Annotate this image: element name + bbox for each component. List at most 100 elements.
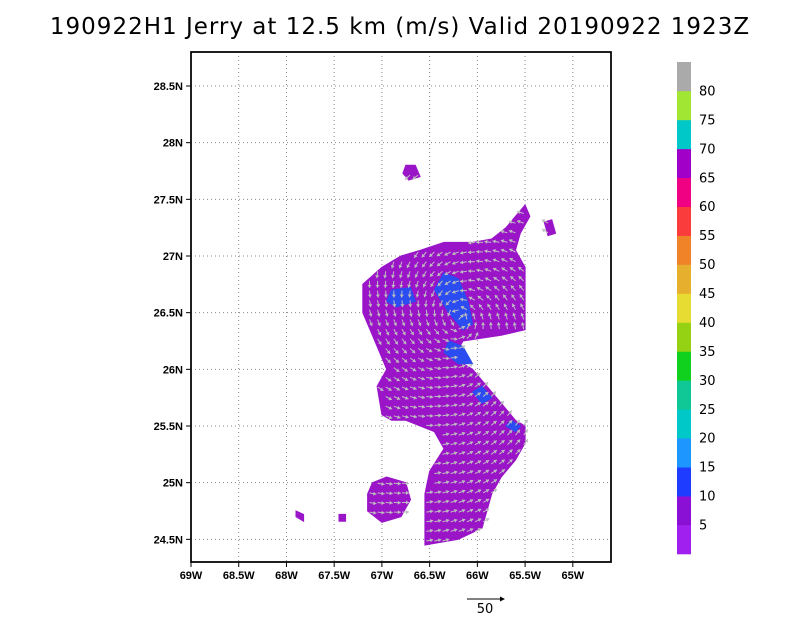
wind-arrow-head [485,421,489,425]
wind-arrow-head [392,313,397,317]
wind-arrow-head [484,239,488,244]
colorbar-segment [677,496,691,526]
wind-arrow-head [453,441,458,446]
wind-arrow-head [459,269,464,274]
wind-arrow-head [430,413,434,418]
wind-arrow-head [471,312,476,317]
wind-arrow-head [501,267,505,271]
wind-arrow-head [389,481,393,486]
wind-arrow-head [388,396,392,401]
wind-arrow-head [469,412,474,416]
wind-arrow-head [484,382,489,386]
wind-arrow-head [391,274,395,279]
colorbar-label: 40 [699,316,716,331]
wind-arrow-head [434,322,438,326]
wind-arrow-head [509,449,513,453]
reference-arrow-head [500,596,505,602]
wind-arrow-head [516,419,520,424]
wind-arrow-head [367,284,372,288]
wind-arrow-head [493,450,497,454]
colorbar-label: 20 [699,432,716,447]
wind-arrow-head [376,303,381,308]
wind-arrow-head [446,451,450,456]
wind-arrow-head [416,304,421,308]
wind-arrow-head [377,331,382,336]
colorbar-label: 65 [699,171,716,186]
wind-arrow-head [453,528,458,533]
wind-arrow-head [486,295,490,299]
wind-arrow-head [381,482,385,486]
wind-arrow-head [397,491,401,496]
x-tick-label: 68W [275,570,298,582]
wind-arrow-head [398,264,403,269]
wind-arrow-head [389,510,393,515]
wind-arrow-head [454,337,458,341]
colorbar-segment [677,438,691,468]
wind-arrow-head [384,313,389,317]
wind-arrow-head [392,303,397,308]
wind-arrow-head [461,422,466,426]
wind-arrow-head [403,349,407,354]
wind-arrow-head [469,528,474,532]
wind-arrow-head [461,528,466,532]
wind-arrow-head [446,413,450,418]
wind-arrow-head [429,528,434,533]
wind-arrow-head [396,396,401,400]
wind-arrow-head [429,509,434,514]
wind-arrow-head [419,340,423,344]
wind-arrow-head [512,312,517,317]
wind-arrow-head [492,239,496,244]
wind-arrow-head [411,340,415,345]
wind-arrow-head [438,394,442,399]
wind-arrow-head [404,386,409,391]
wind-arrow-head [430,404,434,409]
wind-arrow-head [412,175,417,180]
x-tick-label: 69W [180,570,203,582]
wind-arrow-head [403,359,408,363]
wind-arrow-head [477,431,482,435]
wind-arrow-head [500,400,504,405]
wind-arrow-head [496,322,501,326]
wind-arrow-head [454,374,458,379]
colorbar-segment [677,62,691,92]
wind-arrow-head [500,229,504,234]
wind-arrow-head [423,304,428,308]
wind-arrow-head [399,274,403,279]
wind-arrow-head [488,322,493,326]
wind-arrow-head [520,312,525,317]
wind-speed-fill [295,164,557,546]
wind-arrow-head [524,429,528,433]
wind-arrow-head [415,284,419,288]
wind-arrow-head [508,439,513,444]
wind-arrow-head [500,239,505,244]
wind-arrow-head [493,430,497,435]
wind-arrow-head [430,283,434,287]
wind-arrow-head [520,322,525,326]
y-tick-label: 25.5N [154,421,183,433]
wind-arrow-head [468,287,472,292]
wind-arrow-head [446,356,450,361]
wind-arrow-head [400,313,405,317]
wind-arrow-head [445,338,449,343]
wind-arrow-head [445,480,450,485]
wind-arrow-head [444,330,448,334]
wind-arrow-head [468,278,472,283]
reference-vector: 50 [467,596,505,617]
wind-arrow-head [375,275,380,279]
wind-arrow-head [524,419,528,424]
wind-arrow-head [429,263,434,267]
wind-arrow-head [384,303,389,308]
wind-arrow-head [422,263,426,268]
wind-arrow-head [437,519,442,523]
wind-arrow-head [508,220,513,224]
colorbar-segment [677,525,691,555]
wind-arrow-head [405,510,409,515]
wind-arrow-head [461,518,466,523]
wind-arrow-head [516,439,521,443]
wind-arrow-head [431,303,436,307]
wind-arrow-head [485,401,489,406]
wind-arrow-head [542,229,546,233]
wind-arrow-head [509,459,513,463]
wind-arrow-head [461,374,466,378]
wind-arrow-head [436,252,441,257]
